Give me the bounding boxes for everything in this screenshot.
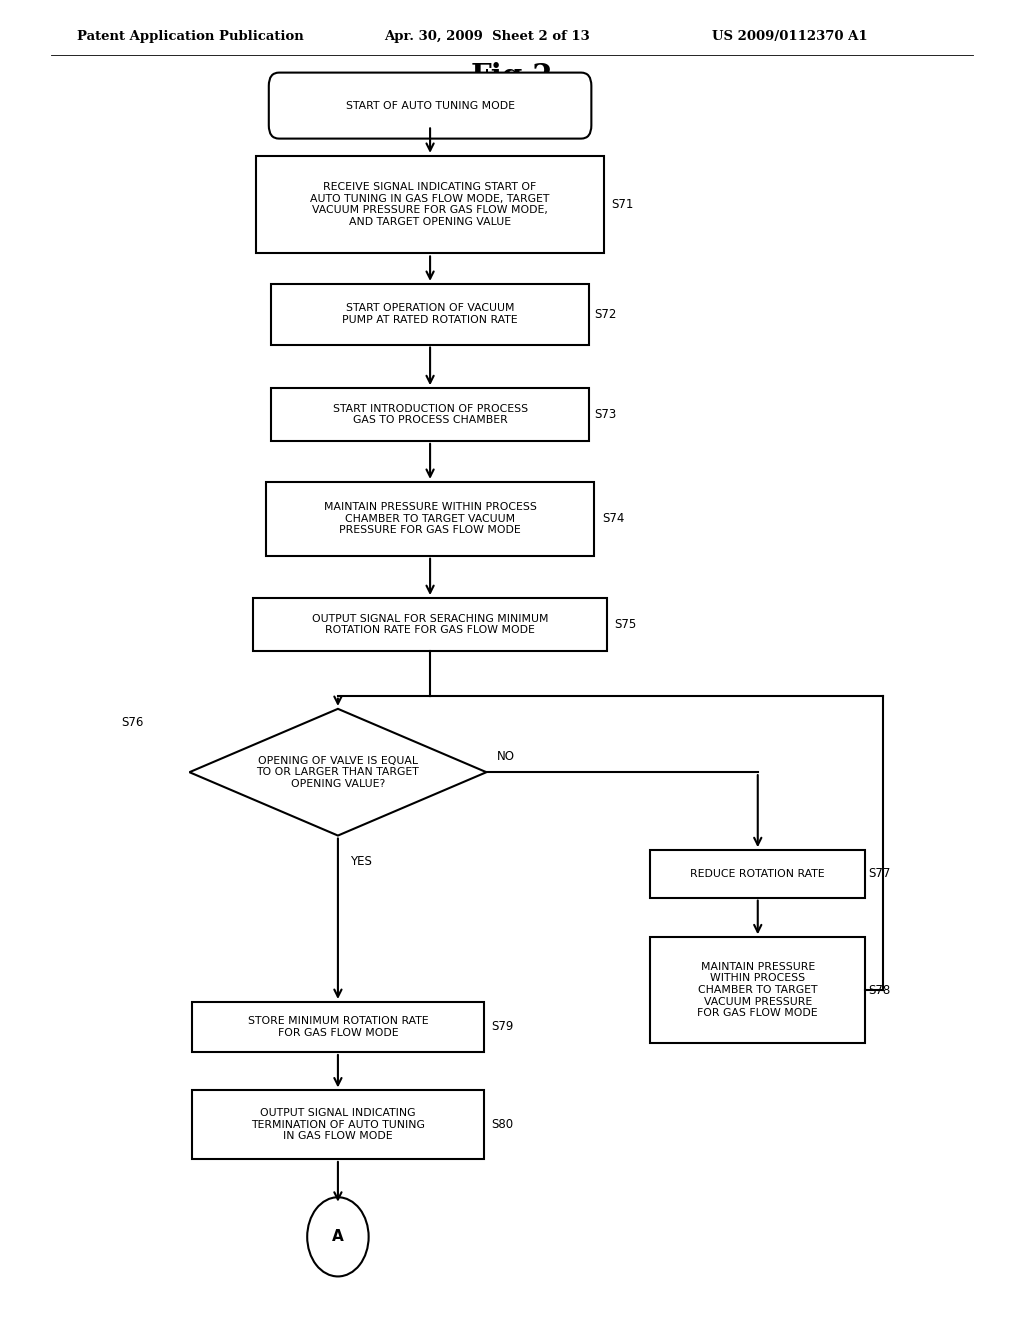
Text: STORE MINIMUM ROTATION RATE
FOR GAS FLOW MODE: STORE MINIMUM ROTATION RATE FOR GAS FLOW… <box>248 1016 428 1038</box>
Text: NO: NO <box>497 750 515 763</box>
Text: START INTRODUCTION OF PROCESS
GAS TO PROCESS CHAMBER: START INTRODUCTION OF PROCESS GAS TO PRO… <box>333 404 527 425</box>
Text: S77: S77 <box>868 867 891 880</box>
Text: S79: S79 <box>492 1020 514 1034</box>
Text: S71: S71 <box>611 198 634 211</box>
Bar <box>193 1002 484 1052</box>
Bar <box>650 937 865 1043</box>
Text: A: A <box>332 1229 344 1245</box>
Text: S78: S78 <box>868 983 891 997</box>
Bar <box>254 598 606 651</box>
Text: RECEIVE SIGNAL INDICATING START OF
AUTO TUNING IN GAS FLOW MODE, TARGET
VACUUM P: RECEIVE SIGNAL INDICATING START OF AUTO … <box>310 182 550 227</box>
Text: YES: YES <box>350 855 372 869</box>
Text: S75: S75 <box>614 618 637 631</box>
Text: US 2009/0112370 A1: US 2009/0112370 A1 <box>712 30 867 44</box>
Text: MAINTAIN PRESSURE WITHIN PROCESS
CHAMBER TO TARGET VACUUM
PRESSURE FOR GAS FLOW : MAINTAIN PRESSURE WITHIN PROCESS CHAMBER… <box>324 502 537 536</box>
Bar <box>193 1090 484 1159</box>
Text: S80: S80 <box>492 1118 514 1131</box>
Text: OUTPUT SIGNAL INDICATING
TERMINATION OF AUTO TUNING
IN GAS FLOW MODE: OUTPUT SIGNAL INDICATING TERMINATION OF … <box>251 1107 425 1142</box>
Text: S72: S72 <box>594 308 616 321</box>
Text: S76: S76 <box>121 715 143 729</box>
Text: Apr. 30, 2009  Sheet 2 of 13: Apr. 30, 2009 Sheet 2 of 13 <box>384 30 590 44</box>
Bar <box>271 284 589 345</box>
Text: OUTPUT SIGNAL FOR SERACHING MINIMUM
ROTATION RATE FOR GAS FLOW MODE: OUTPUT SIGNAL FOR SERACHING MINIMUM ROTA… <box>312 614 548 635</box>
Polygon shape <box>189 709 486 836</box>
Bar <box>650 850 865 898</box>
Text: START OPERATION OF VACUUM
PUMP AT RATED ROTATION RATE: START OPERATION OF VACUUM PUMP AT RATED … <box>342 304 518 325</box>
FancyBboxPatch shape <box>268 73 591 139</box>
Bar <box>271 388 589 441</box>
Ellipse shape <box>307 1197 369 1276</box>
Text: START OF AUTO TUNING MODE: START OF AUTO TUNING MODE <box>345 100 515 111</box>
Text: Fig.2: Fig.2 <box>471 62 553 91</box>
Text: REDUCE ROTATION RATE: REDUCE ROTATION RATE <box>690 869 825 879</box>
Text: Patent Application Publication: Patent Application Publication <box>77 30 303 44</box>
Text: S73: S73 <box>594 408 616 421</box>
Bar <box>266 482 594 556</box>
Bar <box>256 156 604 253</box>
Text: MAINTAIN PRESSURE
WITHIN PROCESS
CHAMBER TO TARGET
VACUUM PRESSURE
FOR GAS FLOW : MAINTAIN PRESSURE WITHIN PROCESS CHAMBER… <box>697 962 818 1018</box>
Text: S74: S74 <box>602 512 625 525</box>
Text: OPENING OF VALVE IS EQUAL
TO OR LARGER THAN TARGET
OPENING VALUE?: OPENING OF VALVE IS EQUAL TO OR LARGER T… <box>257 755 419 789</box>
